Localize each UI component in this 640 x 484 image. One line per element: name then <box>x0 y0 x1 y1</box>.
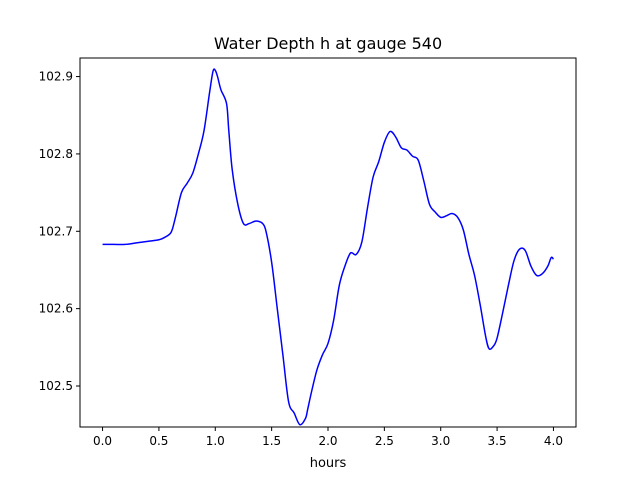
y-tick-label: 102.7 <box>39 224 73 238</box>
x-tick-label: 0.5 <box>149 434 168 448</box>
y-tick-label: 102.6 <box>39 302 73 316</box>
x-axis-label: hours <box>310 456 347 471</box>
series-line <box>102 68 555 426</box>
x-tick-label: 4.0 <box>544 434 563 448</box>
y-axis-ticks: 102.5 102.6 102.7 102.8 102.9 <box>39 70 80 393</box>
x-tick-label: 3.5 <box>488 434 507 448</box>
x-tick-label: 2.0 <box>318 434 337 448</box>
y-tick-label: 102.5 <box>39 379 73 393</box>
chart-title: Water Depth h at gauge 540 <box>214 34 442 53</box>
y-tick-label: 102.9 <box>39 70 73 84</box>
x-tick-label: 0.0 <box>93 434 112 448</box>
x-tick-label: 2.5 <box>375 434 394 448</box>
x-tick-label: 3.0 <box>431 434 450 448</box>
x-axis-ticks: 0.0 0.5 1.0 1.5 2.0 2.5 3.0 3.5 4.0 <box>93 427 563 448</box>
x-tick-label: 1.5 <box>262 434 281 448</box>
x-tick-label: 1.0 <box>206 434 225 448</box>
plot-frame <box>79 57 577 428</box>
y-tick-label: 102.8 <box>39 147 73 161</box>
plot-area-background <box>80 58 576 427</box>
